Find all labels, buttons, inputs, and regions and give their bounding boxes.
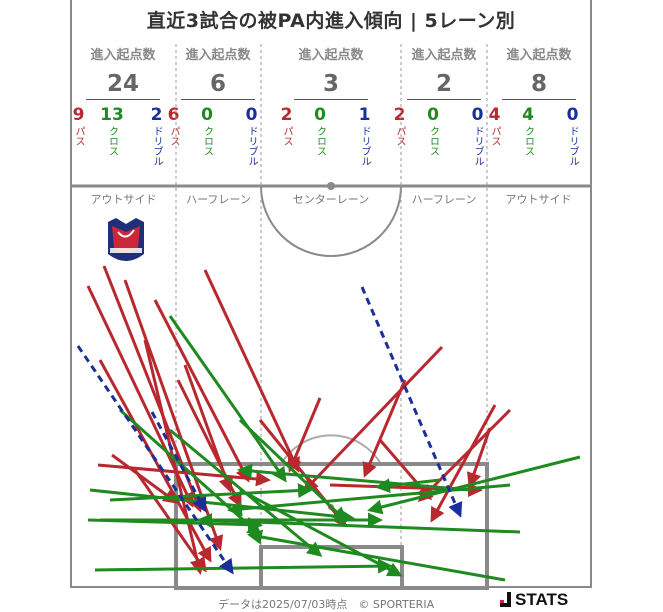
cross-arrow: [168, 315, 287, 483]
pass-arrow: [430, 404, 497, 523]
dribble-arrow: [150, 411, 207, 513]
cross-arrow: [247, 529, 506, 582]
cross-arrow: [197, 512, 521, 534]
center-spot: [327, 182, 335, 190]
lane-dividers: [175, 44, 488, 588]
pass-arrow: [302, 345, 444, 493]
pass-count: 2 パス: [393, 105, 406, 147]
pass-arrow: [362, 379, 407, 478]
cross-arrow: [87, 517, 263, 533]
dribble-count: 1 ドリブル: [358, 105, 371, 167]
cross-arrow: [238, 418, 348, 523]
pass-count: 2 パス: [280, 105, 293, 147]
lane-total: 8: [502, 71, 576, 100]
lane-total: 3: [294, 71, 368, 100]
lane-label-4: ハーフレーン: [411, 193, 477, 206]
cross-arrow: [94, 558, 393, 574]
stats-logo: STATS: [500, 590, 568, 610]
pass-arrow: [203, 269, 300, 473]
pass-arrow: [153, 299, 250, 483]
lane-header: 進入起点数: [90, 48, 156, 63]
dribble-count: 0 ドリブル: [471, 105, 484, 167]
lane-label-3: センターレーン: [292, 193, 370, 206]
cross-count: 0 クロス: [314, 105, 326, 157]
penalty-arc: [280, 434, 382, 465]
cross-count: 0 クロス: [427, 105, 439, 157]
lane-total: 24: [86, 71, 160, 100]
team-logo: [108, 218, 144, 261]
lane-label-5: アウトサイド: [505, 193, 572, 206]
lane-total: 6: [181, 71, 255, 100]
dribble-arrow: [360, 286, 463, 518]
lane-label-1: アウトサイド: [90, 193, 157, 206]
lane-label-2: ハーフレーン: [186, 193, 251, 206]
pass-count: 6 パス: [167, 105, 180, 147]
cross-arrow: [375, 478, 441, 494]
pass-arrow: [111, 453, 179, 504]
cross-arrow: [237, 463, 471, 492]
cross-arrow: [119, 408, 263, 537]
lane-stats-1: 進入起点数 24 9 パス 13 クロス 2 ドリブル: [73, 44, 173, 166]
dribble-arrow: [76, 345, 234, 575]
cross-arrow: [367, 455, 581, 515]
pass-count: 9 パス: [72, 105, 85, 147]
stats-logo-text: STATS: [515, 590, 569, 609]
cross-count: 4 クロス: [522, 105, 534, 157]
dribble-count: 0 ドリブル: [566, 105, 579, 167]
lane-header: 進入起点数: [185, 48, 251, 63]
lane-stats-4: 進入起点数 2 2 パス 0 クロス 0 ドリブル: [394, 44, 494, 166]
lane-header: 進入起点数: [411, 48, 477, 63]
pass-arrow: [183, 364, 233, 493]
pass-count: 4 パス: [488, 105, 501, 147]
pass-arrow: [417, 408, 512, 503]
footer-text: データは2025/07/03時点 © SPORTERIA: [218, 598, 435, 611]
cross-count: 0 クロス: [201, 105, 213, 157]
cross-arrow: [169, 428, 323, 557]
page-title: 直近3試合の被PA内進入傾向 | 5レーン別: [146, 10, 516, 32]
dribble-count: 2 ドリブル: [150, 105, 163, 167]
lane-header: 進入起点数: [298, 48, 364, 63]
dribble-count: 0 ドリブル: [245, 105, 258, 167]
lane-header: 進入起点数: [506, 48, 572, 63]
center-circle: [260, 185, 402, 257]
cross-count: 13 クロス: [100, 105, 124, 157]
lane-stats-5: 進入起点数 8 4 パス 4 クロス 0 ドリブル: [489, 44, 589, 166]
lane-stats-2: 進入起点数 6 6 パス 0 クロス 0 ドリブル: [168, 44, 268, 166]
lane-stats-3: 進入起点数 3 2 パス 0 クロス 1 ドリブル: [281, 44, 381, 166]
cross-arrow: [89, 488, 355, 525]
cross-arrow: [239, 488, 403, 577]
pass-arrow: [466, 427, 492, 488]
pass-arrow: [287, 397, 322, 473]
stats-logo-icon: [500, 592, 512, 607]
cross-arrow: [109, 483, 313, 502]
entry-arrows: [76, 265, 581, 582]
lane-total: 2: [407, 71, 481, 100]
